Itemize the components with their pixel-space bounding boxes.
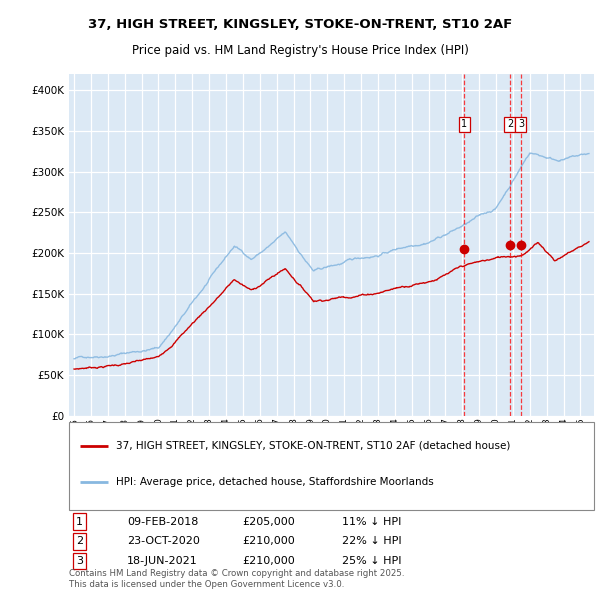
Text: 25% ↓ HPI: 25% ↓ HPI (342, 556, 401, 566)
Text: £210,000: £210,000 (242, 556, 295, 566)
Text: 37, HIGH STREET, KINGSLEY, STOKE-ON-TRENT, ST10 2AF (detached house): 37, HIGH STREET, KINGSLEY, STOKE-ON-TREN… (116, 441, 511, 451)
Text: 09-FEB-2018: 09-FEB-2018 (127, 516, 198, 526)
Text: £210,000: £210,000 (242, 536, 295, 546)
Text: 2: 2 (507, 119, 513, 129)
Text: 1: 1 (461, 119, 467, 129)
Text: Price paid vs. HM Land Registry's House Price Index (HPI): Price paid vs. HM Land Registry's House … (131, 44, 469, 57)
Text: 3: 3 (76, 556, 83, 566)
Text: Contains HM Land Registry data © Crown copyright and database right 2025.
This d: Contains HM Land Registry data © Crown c… (69, 569, 404, 589)
Text: 1: 1 (76, 516, 83, 526)
Text: 2: 2 (76, 536, 83, 546)
Text: 18-JUN-2021: 18-JUN-2021 (127, 556, 197, 566)
Text: 22% ↓ HPI: 22% ↓ HPI (342, 536, 401, 546)
Text: £205,000: £205,000 (242, 516, 295, 526)
Text: 37, HIGH STREET, KINGSLEY, STOKE-ON-TRENT, ST10 2AF: 37, HIGH STREET, KINGSLEY, STOKE-ON-TREN… (88, 18, 512, 31)
Text: HPI: Average price, detached house, Staffordshire Moorlands: HPI: Average price, detached house, Staf… (116, 477, 434, 487)
Text: 23-OCT-2020: 23-OCT-2020 (127, 536, 200, 546)
Text: 11% ↓ HPI: 11% ↓ HPI (342, 516, 401, 526)
Text: 3: 3 (518, 119, 524, 129)
